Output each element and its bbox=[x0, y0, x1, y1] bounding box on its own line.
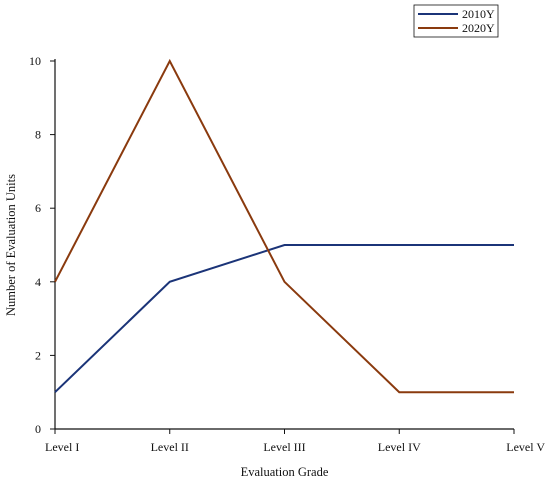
legend-label-2010y: 2010Y bbox=[462, 7, 495, 21]
x-tick-label: Level IV bbox=[378, 440, 421, 454]
y-tick-label: 6 bbox=[35, 201, 41, 215]
series-line-2020y bbox=[54, 58, 514, 394]
x-tick-label: Level III bbox=[263, 440, 305, 454]
y-tick-label: 10 bbox=[29, 54, 41, 68]
y-tick-label: 0 bbox=[35, 422, 41, 436]
legend: 2010Y 2020Y bbox=[413, 4, 499, 38]
y-axis-title: Number of Evaluation Units bbox=[4, 174, 18, 316]
x-ticks: Level I Level II Level III Level IV Level V bbox=[45, 429, 545, 454]
x-tick-label: Level II bbox=[151, 440, 189, 454]
series bbox=[54, 58, 514, 394]
y-tick-label: 8 bbox=[35, 128, 41, 142]
legend-label-2020y: 2020Y bbox=[462, 21, 495, 35]
x-tick-label: Level I bbox=[45, 440, 79, 454]
y-tick-label: 2 bbox=[35, 348, 41, 362]
legend-box bbox=[413, 4, 499, 38]
y-ticks: 0 2 4 6 8 10 bbox=[29, 54, 55, 436]
x-axis-title: Evaluation Grade bbox=[241, 465, 329, 479]
x-tick-label: Level V bbox=[506, 440, 545, 454]
series-line-2010y bbox=[54, 244, 514, 393]
y-tick-label: 4 bbox=[35, 275, 41, 289]
